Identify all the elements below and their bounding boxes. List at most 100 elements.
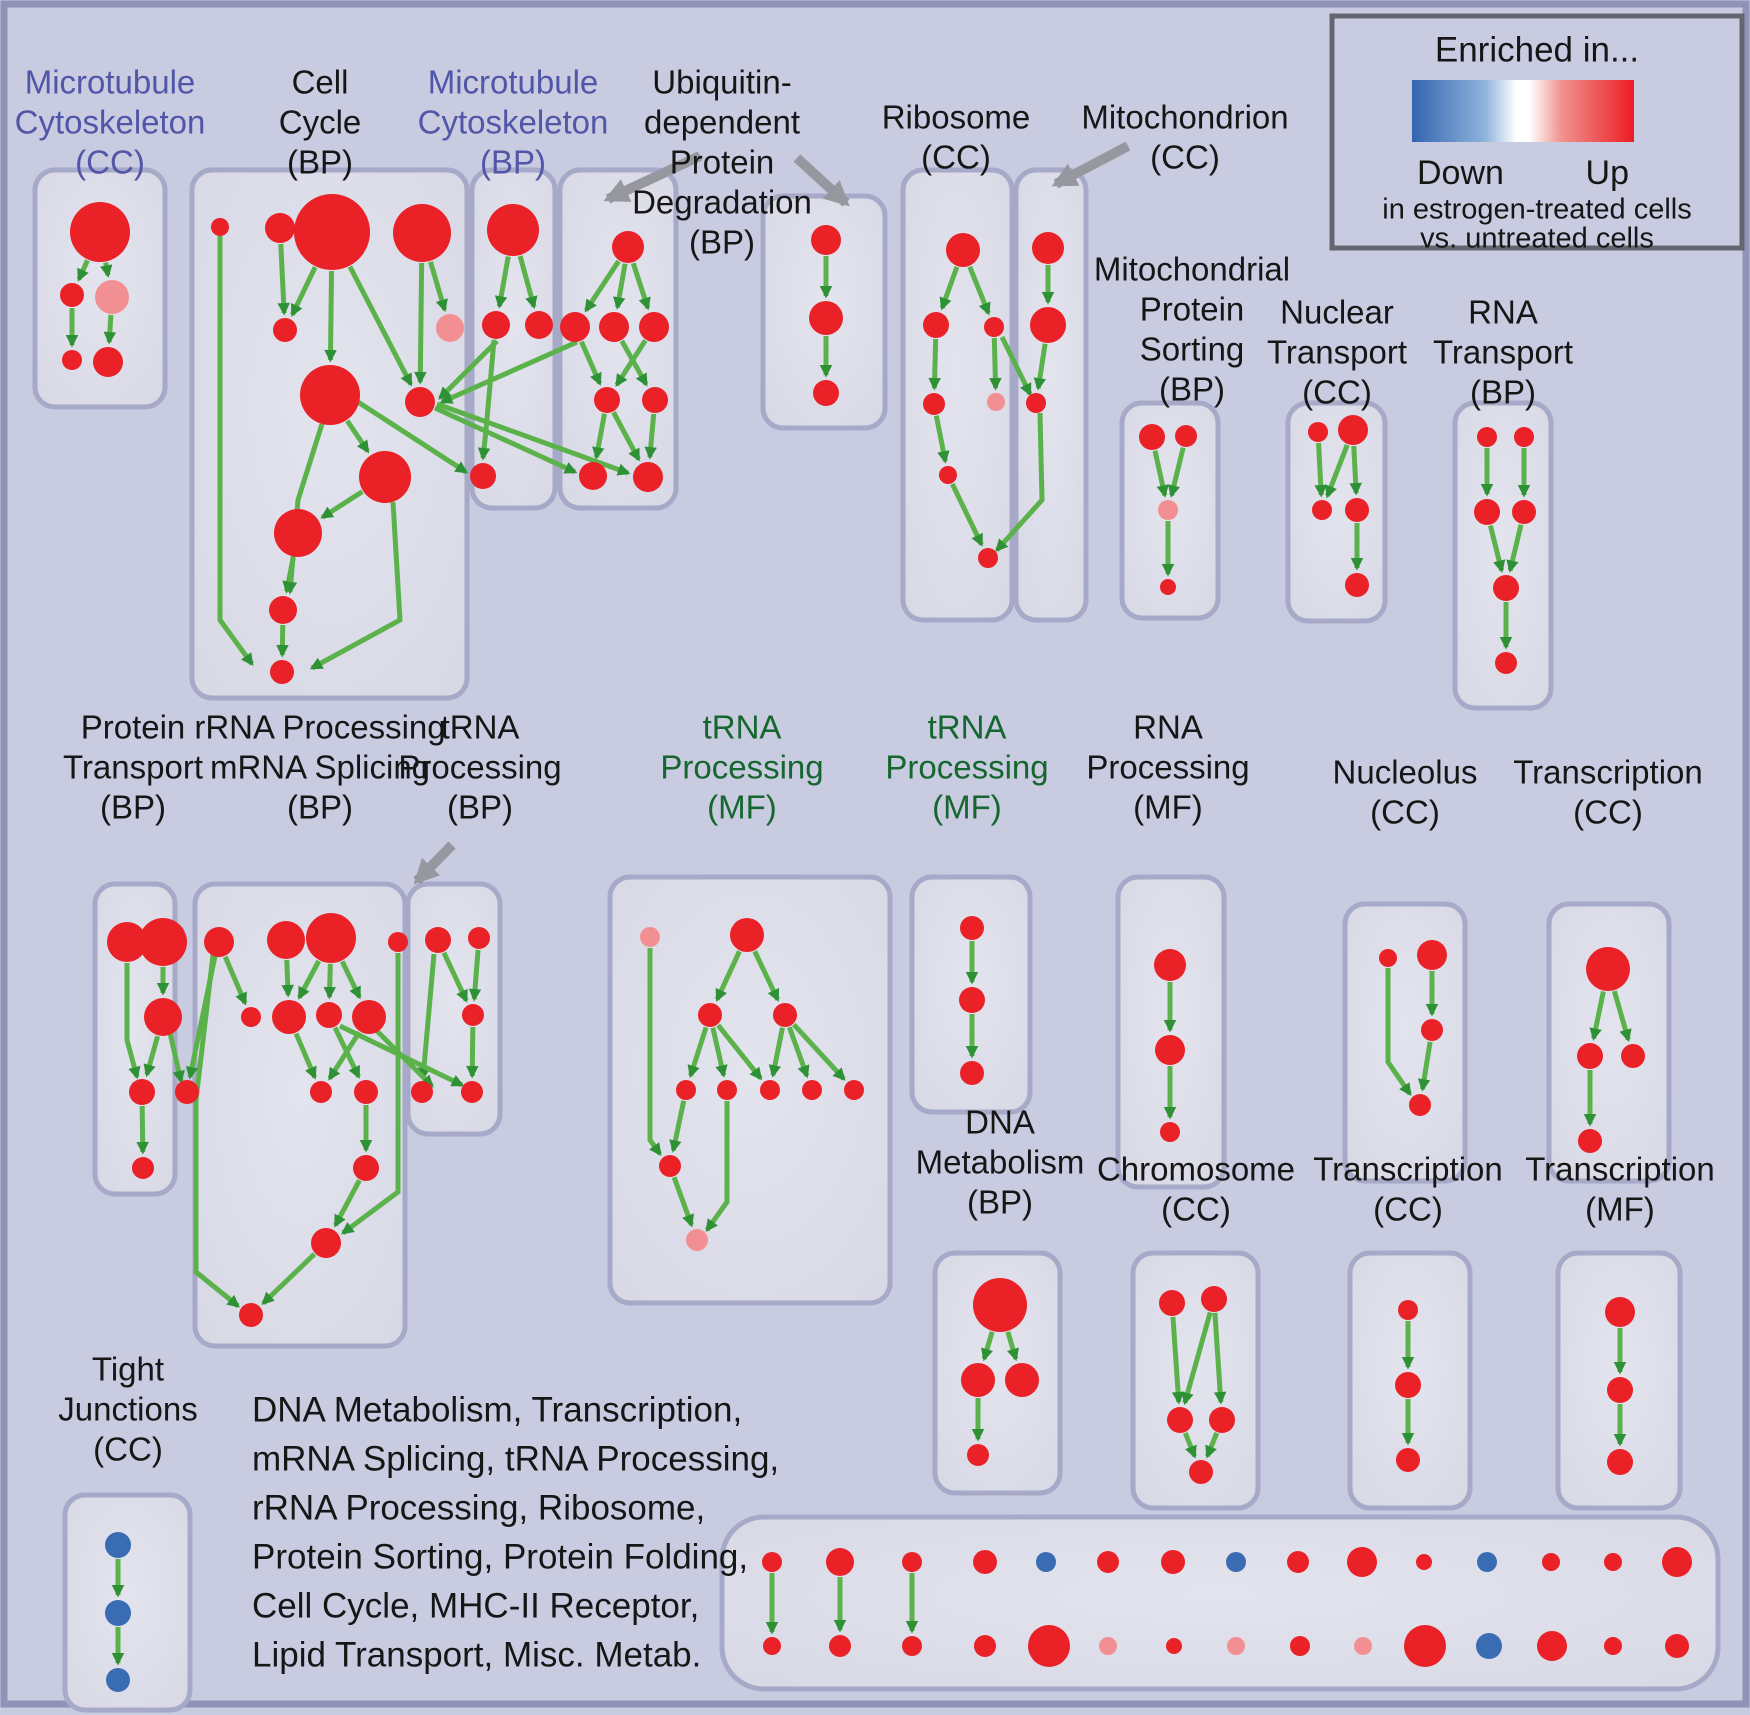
go-term-node: [1345, 573, 1369, 597]
edge-arrow: [347, 265, 414, 387]
edge-arrow: [441, 951, 469, 1003]
misc-note-line: DNA Metabolism, Transcription,: [252, 1390, 742, 1429]
edge-arrow: [76, 259, 90, 282]
edge-arrow: [1033, 343, 1048, 391]
edge-arrow: [592, 413, 607, 460]
edge-arrow: [261, 1252, 317, 1306]
cluster-label-rna-transport-bp: Transport: [1433, 334, 1573, 371]
edge-arrow: [613, 263, 628, 310]
cluster-label-nuclear-transport-cc: (CC): [1302, 374, 1372, 411]
go-term-node: [107, 922, 147, 962]
go-term-node: [316, 1002, 342, 1028]
go-term-node: [461, 1081, 483, 1103]
go-term-node: [239, 1303, 263, 1327]
legend-subtitle: vs. untreated cells: [1420, 223, 1654, 255]
legend-title: Enriched in...: [1435, 30, 1639, 69]
edge-arrow: [768, 1027, 785, 1078]
cluster-label-cell-cycle-bp: Cycle: [279, 104, 362, 141]
cluster-label-microtubule-bp: Cytoskeleton: [418, 104, 609, 141]
go-term-node: [1416, 1554, 1432, 1570]
edge-arrow: [752, 950, 780, 1002]
cluster-label-mito-protein-sorting-bp: Sorting: [1140, 331, 1245, 368]
go-term-node: [599, 312, 629, 342]
go-term-node: [633, 462, 663, 492]
go-term-node: [1395, 1372, 1421, 1398]
go-term-node: [1409, 1094, 1431, 1116]
edge-arrow: [293, 1032, 318, 1080]
go-term-node: [353, 1155, 379, 1181]
edge-arrow: [345, 419, 370, 454]
cluster-label-trna-processing-mf-1: (MF): [707, 789, 777, 826]
go-term-node: [352, 1000, 386, 1034]
go-term-node: [425, 927, 451, 953]
go-term-node: [105, 1600, 131, 1626]
cluster-label-chromosome-cc: (CC): [1161, 1191, 1231, 1228]
cluster-label-rna-processing-mf: Processing: [1086, 749, 1249, 786]
edge-arrow: [793, 154, 850, 207]
go-term-node: [1404, 1625, 1446, 1667]
edge-arrow: [1205, 1432, 1220, 1459]
go-term-node: [946, 233, 980, 267]
edge-arrow: [297, 959, 322, 1000]
go-term-node: [106, 1668, 130, 1692]
edge-arrow: [1417, 1041, 1433, 1092]
misc-note-line: rRNA Processing, Ribosome,: [252, 1488, 705, 1527]
go-term-node: [211, 218, 229, 236]
go-term-node: [967, 1444, 989, 1466]
edge-arrow: [787, 1026, 810, 1079]
go-term-node: [129, 1079, 155, 1105]
go-term-node: [560, 312, 590, 342]
edge-arrow: [309, 501, 403, 671]
go-term-node: [1537, 1631, 1567, 1661]
cluster-box-rna-transport-bp: [1452, 400, 1554, 711]
edge-arrow: [433, 405, 578, 475]
go-term-node: [763, 1637, 781, 1655]
go-term-node: [1028, 1625, 1070, 1667]
cluster-label-trna-processing-bp: tRNA: [441, 709, 520, 746]
go-term-node: [698, 1003, 722, 1027]
go-term-node: [760, 1080, 780, 1100]
go-term-node: [1227, 1637, 1245, 1655]
edge-arrow: [193, 954, 240, 1308]
edge-arrow: [327, 1030, 362, 1081]
go-term-node: [144, 998, 182, 1036]
edge-arrow: [933, 415, 950, 464]
go-term-node: [388, 932, 408, 952]
go-term-node: [973, 1278, 1027, 1332]
go-term-node: [811, 225, 841, 255]
go-term-node: [105, 1532, 131, 1558]
legend-subtitle: in estrogen-treated cells: [1382, 194, 1692, 226]
go-term-node: [272, 1000, 306, 1034]
go-term-node: [1175, 425, 1197, 447]
edge-arrow: [517, 255, 538, 310]
go-term-node: [902, 1552, 922, 1572]
edge-arrow: [999, 335, 1033, 397]
go-term-node: [1139, 424, 1165, 450]
cluster-label-transcription-cc-mid: (CC): [1573, 794, 1643, 831]
edge-arrow: [981, 1331, 995, 1362]
edge-arrow: [619, 339, 649, 387]
edge-arrow: [356, 399, 469, 475]
go-term-node: [60, 283, 84, 307]
edge-arrow: [579, 340, 603, 386]
cluster-label-chromosome-cc: Chromosome: [1097, 1151, 1295, 1188]
cluster-label-trna-processing-mf-2: tRNA: [928, 709, 1007, 746]
cluster-label-tight-junctions-cc: Junctions: [58, 1391, 197, 1428]
go-term-node: [70, 202, 130, 262]
edge-arrow: [1349, 445, 1362, 496]
cluster-label-transcription-mf: Transcription: [1525, 1151, 1715, 1188]
go-term-node: [579, 462, 607, 490]
edge-arrow: [136, 1105, 149, 1155]
go-term-node: [659, 1155, 681, 1177]
edge-arrow: [1170, 1316, 1185, 1405]
go-term-node: [1338, 415, 1368, 445]
go-term-node: [93, 347, 123, 377]
cluster-box-ribosome-cc: [900, 167, 1015, 623]
cluster-label-mito-protein-sorting-bp: (BP): [1159, 371, 1225, 408]
edge-arrow: [374, 1028, 434, 1088]
edge-arrow: [1506, 524, 1524, 573]
go-term-node: [978, 548, 998, 568]
